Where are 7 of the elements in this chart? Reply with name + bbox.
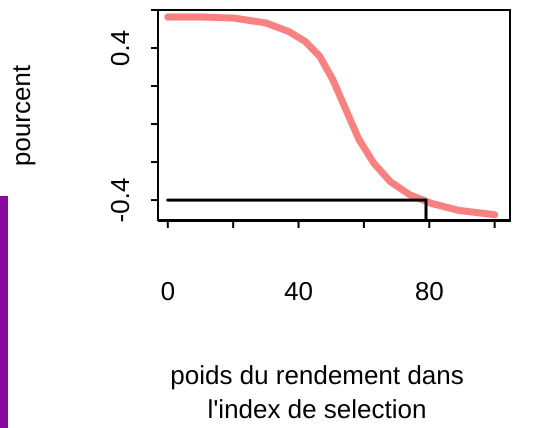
y-tick-label: 0.4 (105, 30, 135, 66)
x-tick-label: 80 (414, 276, 444, 306)
y-axis-title: pourcent (6, 64, 36, 166)
y-tick-label: -0.4 (105, 178, 135, 222)
x-tick-label: 0 (160, 276, 176, 306)
x-tick-label: 40 (284, 276, 314, 306)
x-axis-title: poids du rendement dans l'index de selection (170, 360, 464, 424)
